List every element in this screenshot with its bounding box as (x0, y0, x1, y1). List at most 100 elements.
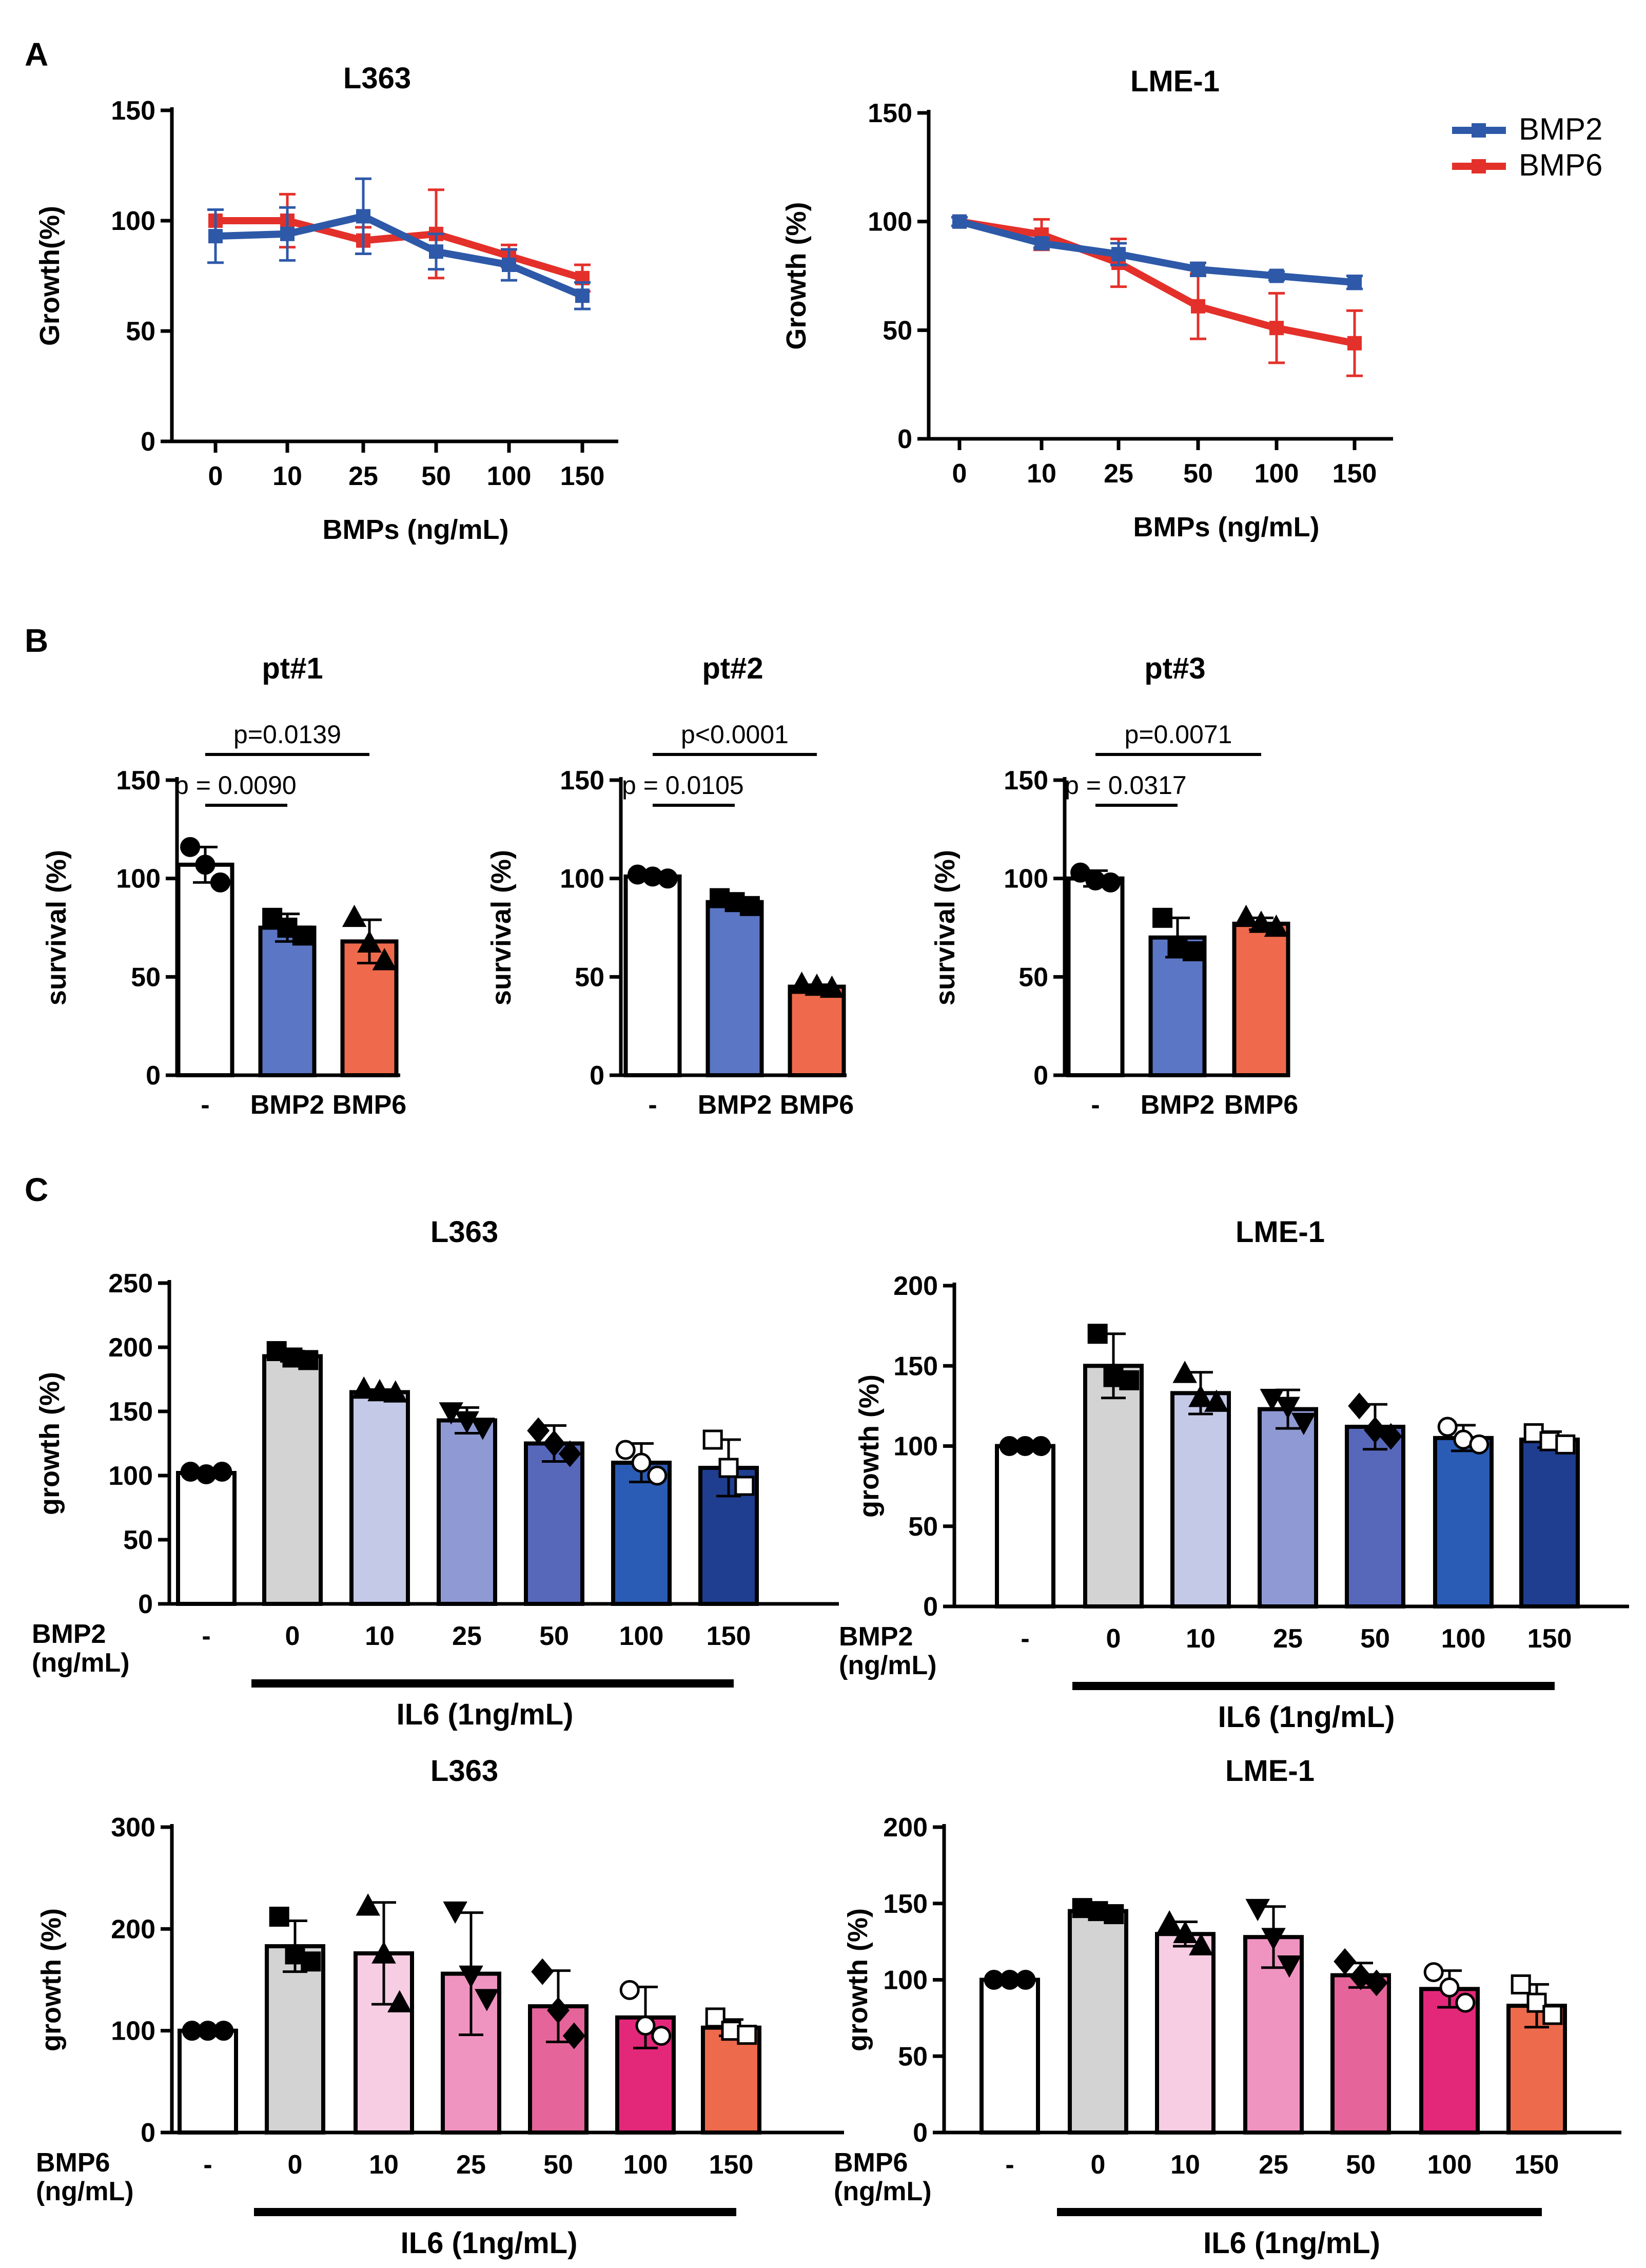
x-tick-label: 10 (272, 461, 302, 491)
y-tick-label: 100 (111, 2017, 155, 2046)
bar (1258, 1407, 1318, 1608)
x-tick-label: 100 (1427, 2150, 1472, 2180)
bar (265, 1944, 325, 2135)
row-label-treatment: BMP6 (36, 2148, 110, 2178)
p-value-label: p = 0.0105 (622, 771, 744, 800)
x-tick-label: 0 (952, 459, 967, 489)
y-axis-label: Growth (%) (781, 202, 812, 350)
data-point (805, 973, 829, 996)
data-point (1031, 1436, 1051, 1456)
data-point (367, 1379, 392, 1402)
data-point (619, 1980, 640, 2000)
treatment-label: IL6 (1ng/mL) (401, 2226, 578, 2260)
chart-title: L363 (430, 1754, 498, 1788)
x-tick-label: 100 (1255, 459, 1299, 489)
data-point (429, 244, 443, 259)
y-tick-label: 150 (560, 766, 604, 796)
chart-title: LME-1 (1225, 1754, 1315, 1788)
chart-b-pt3: 0 50 100 150 survival (%) pt#3 - BMP2 BMP6 p = 0.… (930, 652, 1298, 1120)
treatment-label: IL6 (1ng/mL) (1218, 1700, 1395, 1734)
x-tick-label: - (201, 1090, 209, 1120)
bar (1330, 1973, 1391, 2135)
data-point (1191, 262, 1205, 277)
x-tick-label: 100 (1441, 1624, 1486, 1654)
data-point (1334, 1948, 1357, 1975)
data-point (1188, 1385, 1213, 1407)
x-tick-label: 150 (707, 1621, 751, 1651)
data-point (371, 1941, 396, 1964)
row-label-treatment: BMP2 (32, 1619, 106, 1649)
data-point (635, 2015, 656, 2036)
data-point (531, 1958, 554, 1985)
y-tick-label: 100 (868, 207, 912, 237)
bar (623, 874, 682, 1078)
bar (1170, 1391, 1231, 1608)
data-point (1555, 1434, 1576, 1455)
p-value-label: p = 0.0317 (1065, 771, 1187, 800)
legend-marker (1472, 123, 1486, 138)
y-tick-label: 50 (908, 1512, 938, 1542)
data-point (1173, 1921, 1198, 1944)
bar (788, 984, 846, 1077)
y-tick-label: 50 (1018, 962, 1048, 992)
y-tick-label: 0 (897, 424, 912, 454)
x-tick-label: - (1091, 1090, 1100, 1120)
y-tick-label: 0 (138, 1589, 153, 1619)
y-axis-label: Growth(%) (34, 206, 65, 346)
bar (349, 1390, 410, 1606)
legend-label: BMP2 (1519, 112, 1602, 146)
x-tick-label: 100 (487, 461, 532, 491)
chart-title: LME-1 (1130, 65, 1220, 98)
data-point (1111, 247, 1126, 262)
data-point (502, 258, 516, 272)
p-value-label: p<0.0001 (681, 720, 789, 749)
chart-a-lme1: 0 50 100 150 Growth (%) LME-1 0 10 25 50 100 150 BMP… (781, 65, 1602, 542)
data-point (1070, 862, 1091, 883)
data-point (1249, 910, 1273, 933)
bar (262, 1354, 323, 1606)
y-tick-label: 150 (108, 1397, 153, 1427)
x-tick-label: 0 (288, 2150, 303, 2180)
data-point (1157, 1910, 1182, 1933)
data-point (1291, 1412, 1316, 1436)
data-point (357, 930, 382, 953)
x-tick-label: - (648, 1090, 657, 1120)
y-axis-label: survival (%) (41, 850, 72, 1005)
x-tick-label: BMP2 (698, 1090, 772, 1120)
data-point (631, 1452, 652, 1473)
data-point (280, 226, 295, 241)
row-label-treatment: BMP2 (839, 1622, 913, 1652)
data-point (1365, 1969, 1388, 1996)
chart-c-bmp2-lme1: 0 50 100 150 200 growth (%) LME-1 - 0 10 25 50 100 15… (839, 1215, 1629, 1734)
data-point (356, 1893, 380, 1916)
data-point (1264, 914, 1289, 937)
bar (979, 1978, 1040, 2135)
x-tick-label: 50 (539, 1621, 569, 1651)
y-tick-label: 300 (111, 1813, 155, 1843)
data-point (292, 925, 312, 946)
y-tick-label: 100 (108, 1461, 153, 1491)
data-point (212, 1462, 232, 1482)
chart-c-bmp2-l363: 0 50 100 150 200 250 growth (%) L363 - 0 10 25 50 100… (32, 1215, 839, 1731)
chart-title: pt#1 (262, 652, 323, 685)
x-tick-label: 25 (1104, 459, 1133, 489)
data-point (269, 1907, 289, 1927)
data-point (1277, 1955, 1302, 1978)
data-point (356, 209, 370, 224)
row-label-unit: (ng/mL) (834, 2177, 932, 2206)
data-point (213, 2021, 234, 2041)
chart-title: pt#2 (702, 652, 763, 685)
y-axis-label: growth (%) (34, 1372, 65, 1515)
x-tick-label: 10 (369, 2150, 399, 2180)
x-tick-label: 50 (543, 2150, 573, 2180)
bar (1232, 921, 1290, 1078)
y-axis-label: survival (%) (930, 850, 961, 1005)
data-point (615, 1440, 636, 1460)
y-tick-label: 100 (111, 206, 155, 236)
data-point (1204, 1389, 1229, 1412)
x-tick-label: 150 (709, 2150, 754, 2180)
x-axis-label: BMPs (ng/mL) (1133, 512, 1320, 542)
y-tick-label: 100 (1004, 864, 1048, 894)
